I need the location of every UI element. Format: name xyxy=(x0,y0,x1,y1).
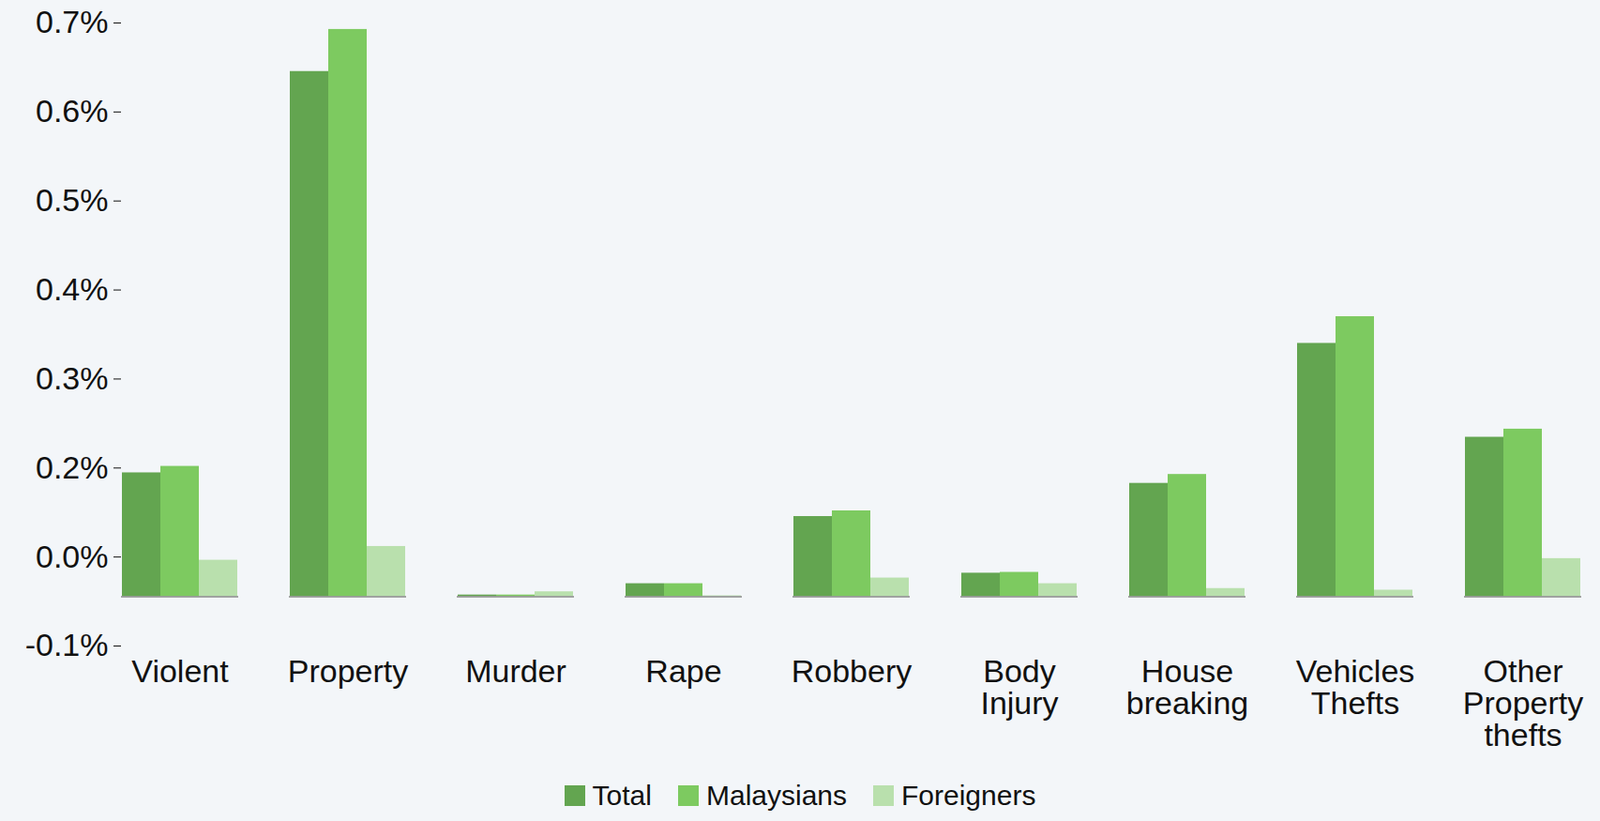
svg-text:0.3%: 0.3% xyxy=(35,360,109,396)
svg-text:0.5%: 0.5% xyxy=(35,181,109,218)
svg-text:0.4%: 0.4% xyxy=(35,271,109,307)
svg-text:Murder: Murder xyxy=(465,652,567,689)
html-text:Total: Total xyxy=(592,779,652,811)
svg-text:-0.1%: -0.1% xyxy=(25,626,109,663)
svg-text:Property: Property xyxy=(287,652,409,689)
svg-text:0.6%: 0.6% xyxy=(35,92,109,129)
svg-text:Violent: Violent xyxy=(131,652,229,689)
svg-text:0.7%: 0.7% xyxy=(35,3,109,40)
svg-text:OtherPropertythefts: OtherPropertythefts xyxy=(1463,652,1585,753)
svg-text:VehiclesThefts: VehiclesThefts xyxy=(1296,652,1416,721)
svg-text:BodyInjury: BodyInjury xyxy=(980,652,1058,721)
svg-text:0.0%: 0.0% xyxy=(35,538,109,574)
svg-text:Rape: Rape xyxy=(645,652,722,689)
html-text:Malaysians: Malaysians xyxy=(706,779,847,811)
html-text:Foreigners: Foreigners xyxy=(901,779,1036,811)
svg-text:Housebreaking: Housebreaking xyxy=(1126,652,1249,721)
svg-text:0.2%: 0.2% xyxy=(35,449,109,485)
svg-text:Robbery: Robbery xyxy=(791,652,913,689)
